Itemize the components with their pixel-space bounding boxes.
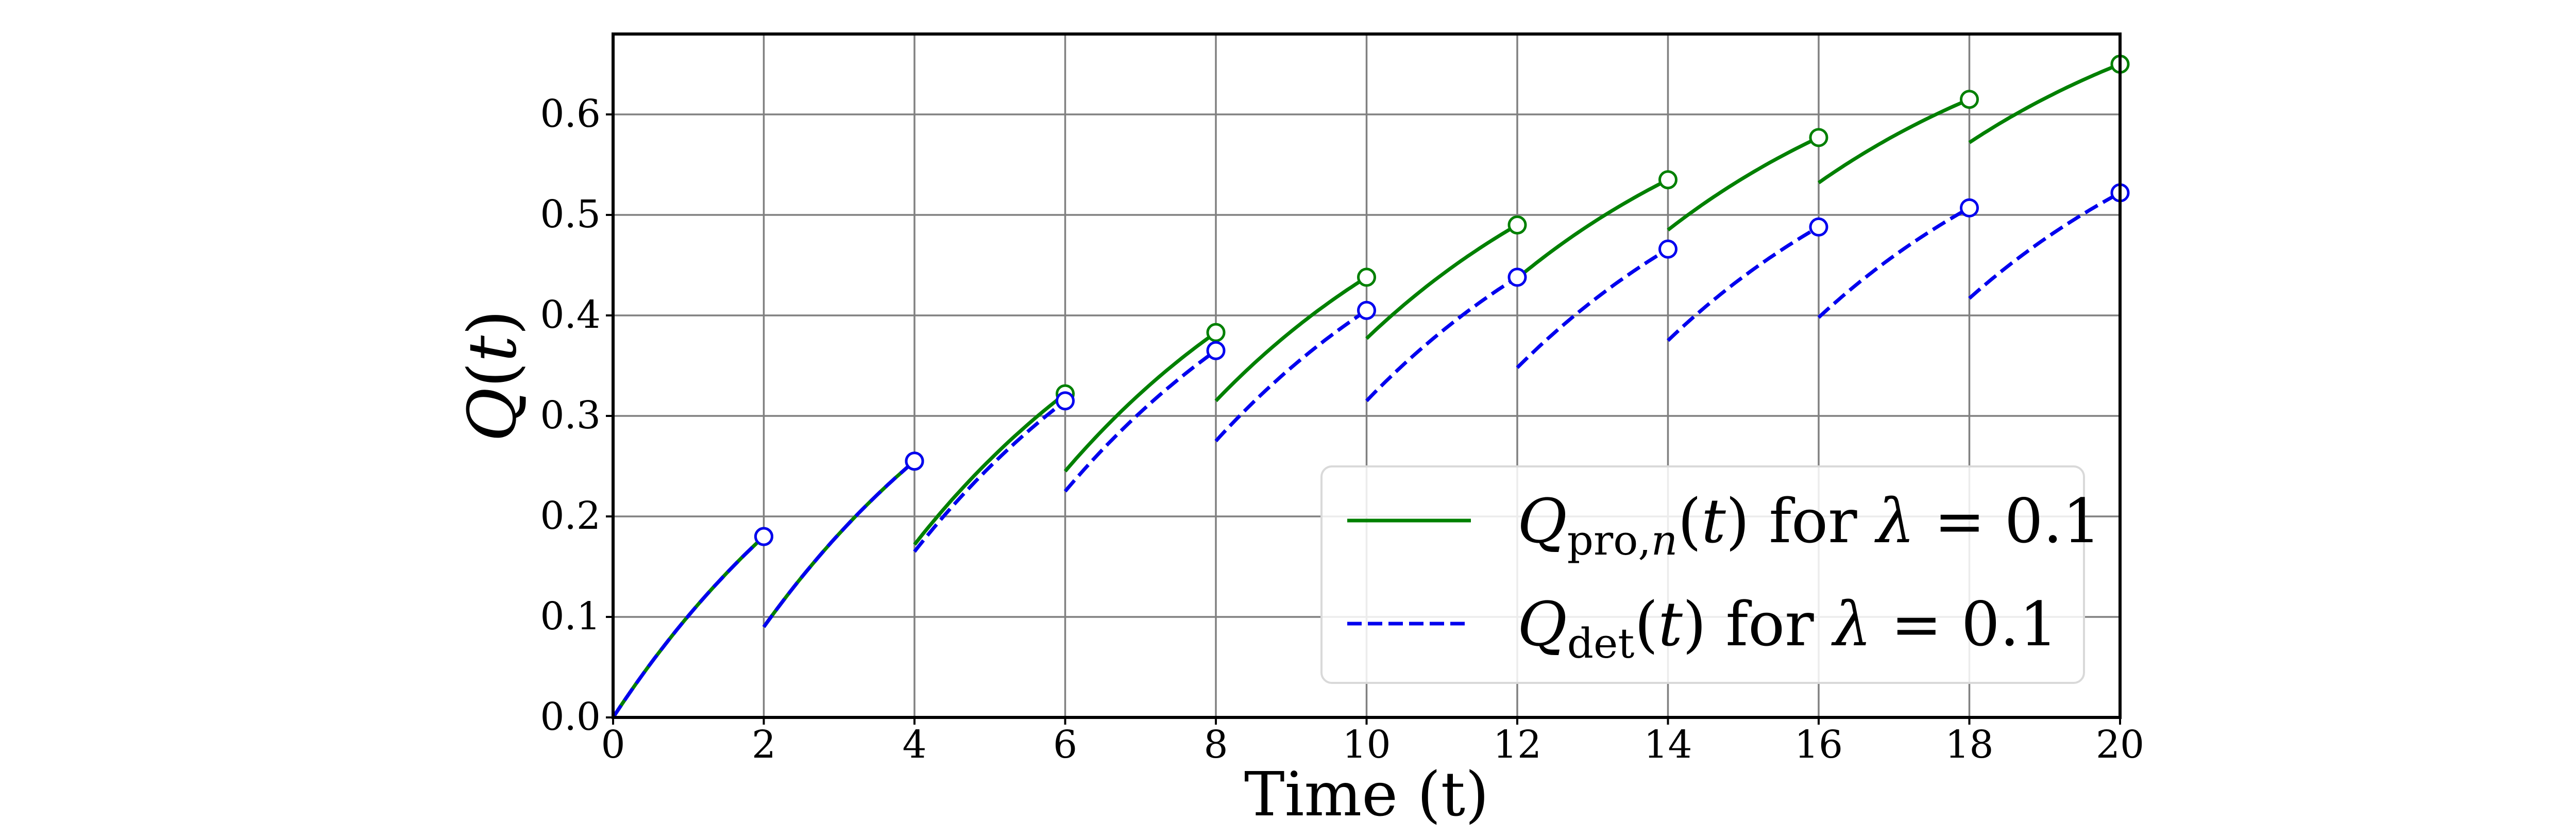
legend-label-det: Qdet(t) for λ = 0.1 xyxy=(1517,589,2058,667)
x-tick-label: 14 xyxy=(1643,723,1692,767)
series-det-segment xyxy=(1968,191,2121,300)
series-pro-segment xyxy=(1817,97,1970,185)
plot-series xyxy=(612,62,2121,718)
series-pro-endpoint-marker xyxy=(1507,215,1527,235)
x-tick-label: 10 xyxy=(1342,723,1391,767)
series-pro-segment xyxy=(1214,275,1368,403)
series-det-segment xyxy=(1817,206,1971,319)
series-det-endpoint-marker xyxy=(1507,267,1527,287)
series-det-segment xyxy=(1063,349,1217,493)
y-axis-title: Q(t) xyxy=(454,310,531,442)
series-pro-endpoint-marker xyxy=(1960,90,1979,109)
series-pro-endpoint-marker xyxy=(1809,128,1828,147)
series-det-endpoint-marker xyxy=(1960,198,1979,217)
y-tick-label: 0.5 xyxy=(540,192,601,237)
x-tick-label: 0 xyxy=(601,723,625,767)
y-axis-title-text: Q(t) xyxy=(454,310,531,442)
y-tick-label: 0.3 xyxy=(540,393,601,438)
series-pro-segment xyxy=(1365,223,1518,340)
y-tick-label: 0.1 xyxy=(540,594,601,639)
series-det-segment xyxy=(1516,247,1669,369)
series-det-segment xyxy=(1214,309,1368,443)
series-pro-endpoint-marker xyxy=(1658,170,1677,190)
plot-markers xyxy=(754,55,2130,546)
series-det-segment xyxy=(762,460,916,628)
x-tick-label: 2 xyxy=(752,723,776,767)
series-det-segment xyxy=(612,535,765,718)
y-tick-label: 0.6 xyxy=(540,92,601,136)
x-tick-label: 6 xyxy=(1053,723,1077,767)
series-pro-endpoint-marker xyxy=(1206,323,1226,342)
x-tick-label: 12 xyxy=(1493,723,1541,767)
series-det-segment xyxy=(913,399,1066,553)
series-pro-segment xyxy=(1063,331,1217,473)
series-det-endpoint-marker xyxy=(1056,391,1075,411)
series-det-segment xyxy=(1667,225,1820,342)
legend: Qpro,n(t) for λ = 0.1 Qdet(t) for λ = 0.1 xyxy=(1320,465,2101,684)
series-pro-segment xyxy=(1667,136,1820,232)
x-tick-label: 16 xyxy=(1794,723,1843,767)
y-tick-label: 0.2 xyxy=(540,494,601,538)
series-det-endpoint-marker xyxy=(1658,239,1677,259)
ticks: 0 2 4 6 8 10 12 14 16 18 20 0.0 0.1 0.2 0.3 0.4 0.5 0.6 xyxy=(540,92,2144,767)
series-pro-segment xyxy=(913,392,1066,546)
series-pro-segment xyxy=(1968,62,2121,144)
series-pro-segment xyxy=(612,535,765,718)
series-pro-endpoint-marker xyxy=(1357,267,1376,287)
legend-box xyxy=(1320,465,2085,684)
x-tick-label: 20 xyxy=(2096,723,2144,767)
y-tick-label: 0.0 xyxy=(540,695,601,739)
x-tick-label: 8 xyxy=(1204,723,1228,767)
x-axis-title: Time (t) xyxy=(1244,759,1489,830)
series-det-endpoint-marker xyxy=(1809,217,1828,237)
series-det-segment xyxy=(1365,275,1518,403)
series-pro-segment xyxy=(1516,178,1669,280)
x-tick-label: 18 xyxy=(1945,723,1993,767)
series-det-endpoint-marker xyxy=(1206,341,1226,360)
x-tick-label: 4 xyxy=(902,723,926,767)
y-tick-label: 0.4 xyxy=(540,293,601,337)
series-det-endpoint-marker xyxy=(905,451,924,471)
series-pro-segment xyxy=(762,460,916,628)
series-det-endpoint-marker xyxy=(754,527,773,546)
legend-label-pro: Qpro,n(t) for λ = 0.1 xyxy=(1517,486,2101,564)
series-det-endpoint-marker xyxy=(1357,300,1376,320)
